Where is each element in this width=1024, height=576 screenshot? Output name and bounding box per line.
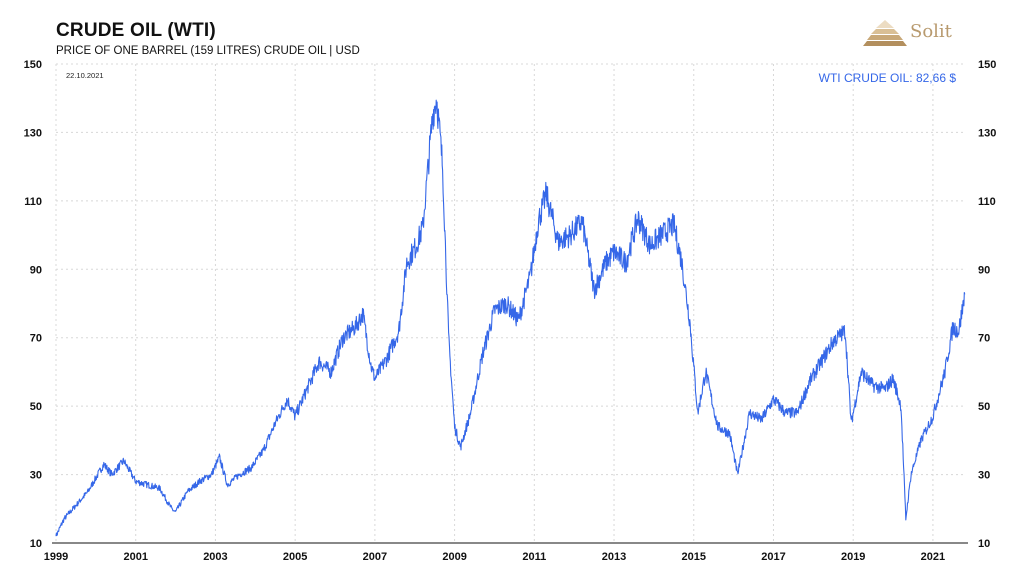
pyramid-icon xyxy=(863,20,907,46)
chart-subtitle: PRICE OF ONE BARREL (159 LITRES) CRUDE O… xyxy=(56,45,360,57)
x-tick-label: 2017 xyxy=(761,551,785,563)
y-tick-left: 110 xyxy=(24,196,42,208)
y-tick-right: 150 xyxy=(978,59,996,71)
x-tick-label: 2021 xyxy=(921,551,945,563)
y-tick-left: 50 xyxy=(30,401,42,413)
y-tick-right: 130 xyxy=(978,127,996,139)
x-tick-label: 2015 xyxy=(682,551,706,563)
x-tick-label: 2005 xyxy=(283,551,307,563)
x-tick-label: 2011 xyxy=(522,551,546,563)
y-axis-left: 10 30 50 70 90 110 130 150 xyxy=(24,59,42,550)
y-tick-left: 150 xyxy=(24,59,42,71)
logo-text: Solit xyxy=(910,21,952,42)
y-tick-left: 70 xyxy=(30,333,42,345)
date-label: 22.10.2021 xyxy=(66,71,104,80)
series-line xyxy=(55,99,966,537)
grid xyxy=(55,63,966,543)
y-tick-right: 30 xyxy=(978,470,990,482)
x-tick-label: 2001 xyxy=(123,551,147,563)
y-tick-left: 90 xyxy=(30,264,42,276)
chart-title: CRUDE OIL (WTI) xyxy=(56,20,216,41)
x-tick-label: 2009 xyxy=(442,551,466,563)
x-axis: 1999 2001 2003 2005 2007 2009 2011 2013 2015 2017… xyxy=(44,551,945,563)
y-tick-right: 50 xyxy=(978,401,990,413)
y-tick-right: 90 xyxy=(978,264,990,276)
y-tick-right: 10 xyxy=(978,538,990,550)
y-tick-right: 70 xyxy=(978,333,990,345)
solit-logo: Solit xyxy=(862,18,972,52)
x-tick-label: 2013 xyxy=(602,551,626,563)
x-tick-label: 2003 xyxy=(203,551,227,563)
x-tick-label: 1999 xyxy=(44,551,68,563)
y-tick-left: 10 xyxy=(30,538,42,550)
y-axis-right: 10 30 50 70 90 110 130 150 xyxy=(978,59,996,550)
x-tick-label: 2007 xyxy=(363,551,387,563)
y-tick-right: 110 xyxy=(978,196,996,208)
y-tick-left: 30 xyxy=(30,470,42,482)
y-tick-left: 130 xyxy=(24,127,42,139)
price-annotation: WTI CRUDE OIL: 82,66 $ xyxy=(819,71,957,85)
x-tick-label: 2019 xyxy=(841,551,865,563)
